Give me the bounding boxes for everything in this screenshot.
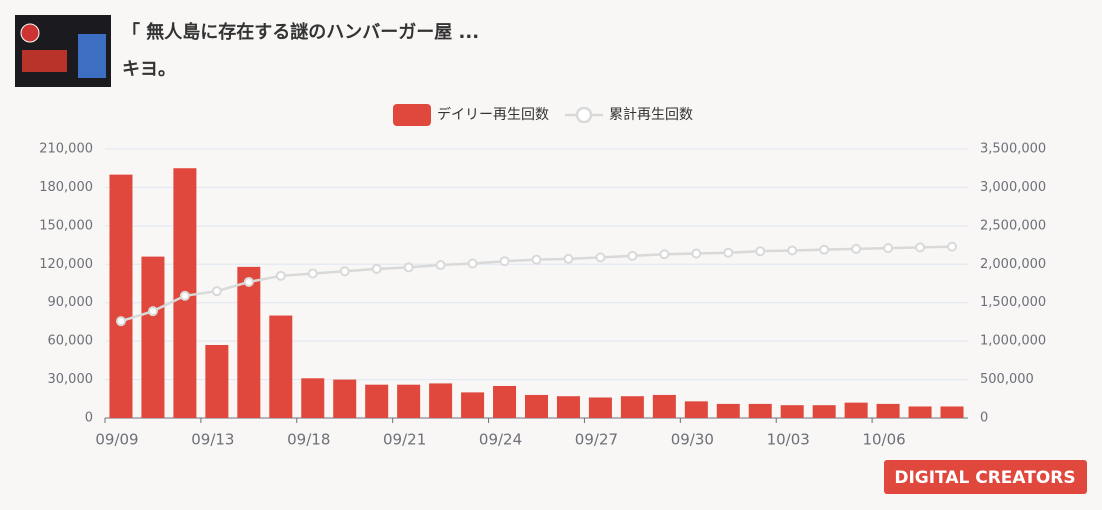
line-point	[787, 245, 798, 256]
bar	[940, 406, 964, 418]
bar	[684, 401, 708, 418]
line-point	[403, 262, 414, 273]
bar	[652, 394, 676, 418]
line-point	[755, 246, 766, 257]
thumbnail-icon	[20, 23, 40, 43]
bar	[333, 379, 357, 418]
line-point	[243, 276, 254, 287]
bar	[109, 174, 133, 418]
y-tick-label: 150,000	[39, 218, 93, 233]
bar	[397, 384, 421, 418]
y2-tick-label: 2,500,000	[980, 218, 1046, 233]
line-point	[627, 250, 638, 261]
bar	[780, 405, 804, 418]
bar	[269, 315, 293, 418]
bar	[812, 405, 836, 418]
line-point	[915, 242, 926, 253]
line-point	[883, 243, 894, 254]
bar	[844, 402, 868, 418]
y2-tick-label: 1,500,000	[980, 295, 1046, 310]
legend-label: 累計再生回数	[609, 107, 693, 123]
x-tick-label: 10/03	[767, 431, 810, 449]
x-tick-label: 09/27	[575, 431, 618, 449]
line-point	[691, 248, 702, 259]
line-point	[435, 260, 446, 271]
line-point	[819, 244, 830, 255]
channel-name: キヨ。	[122, 59, 176, 80]
y-tick-label: 0	[85, 411, 93, 426]
thumbnail-figure	[78, 34, 106, 78]
y-tick-label: 60,000	[48, 334, 94, 349]
bar	[429, 383, 453, 418]
y-tick-label: 30,000	[48, 372, 94, 387]
video-title: 「 無人島に存在する謎のハンバーガー屋 ...	[122, 21, 479, 43]
line-point	[595, 252, 606, 263]
bar	[588, 397, 612, 418]
x-tick-label: 09/24	[479, 431, 522, 449]
line-point	[851, 243, 862, 254]
line-point	[467, 258, 478, 269]
y2-tick-label: 1,000,000	[980, 334, 1046, 349]
line-point	[723, 247, 734, 258]
line-point	[179, 290, 190, 301]
y-tick-label: 120,000	[39, 257, 93, 272]
legend-label: デイリー再生回数	[437, 106, 549, 123]
bar	[205, 344, 229, 418]
line-point	[115, 316, 126, 327]
line-point	[307, 268, 318, 279]
bar	[237, 266, 261, 418]
y-tick-label: 180,000	[39, 180, 93, 195]
bar	[556, 396, 580, 418]
bar	[748, 403, 772, 418]
legend-swatch	[393, 104, 431, 126]
line-point	[147, 306, 158, 317]
y2-tick-label: 3,500,000	[980, 142, 1046, 157]
x-tick-label: 09/21	[383, 431, 426, 449]
logo-box	[884, 460, 1087, 494]
bar	[461, 392, 485, 418]
bar	[908, 406, 932, 418]
x-tick-label: 09/09	[95, 431, 138, 449]
thumbnail-shop	[22, 50, 67, 72]
bar	[876, 403, 900, 418]
line-point	[339, 266, 350, 277]
line-point	[211, 286, 222, 297]
line-point	[371, 263, 382, 274]
y-tick-label: 90,000	[48, 295, 94, 310]
y2-tick-label: 0	[980, 411, 988, 426]
y2-tick-label: 500,000	[980, 372, 1034, 387]
y-tick-label: 210,000	[39, 142, 93, 157]
x-tick-label: 09/18	[287, 431, 330, 449]
bar	[716, 403, 740, 418]
bar	[141, 256, 165, 418]
x-tick-label: 09/30	[671, 431, 714, 449]
x-tick-label: 10/06	[862, 431, 905, 449]
line-point	[499, 256, 510, 267]
line-point	[947, 241, 958, 252]
line-point	[659, 249, 670, 260]
x-tick-label: 09/13	[191, 431, 234, 449]
bar	[301, 378, 325, 418]
line-point	[275, 270, 286, 281]
logo: DIGITAL CREATORS	[894, 468, 1075, 488]
bar	[365, 384, 389, 418]
bar	[493, 385, 517, 418]
bar	[524, 394, 549, 418]
legend-swatch	[575, 106, 593, 124]
y2-tick-label: 3,000,000	[980, 180, 1046, 195]
line-point	[531, 254, 542, 265]
y2-tick-label: 2,000,000	[980, 257, 1046, 272]
bar	[620, 396, 644, 418]
line-point	[563, 253, 574, 264]
